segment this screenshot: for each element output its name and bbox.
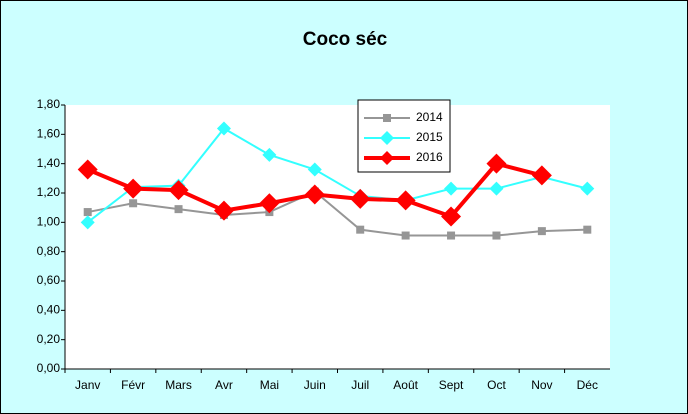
data-point [307, 162, 322, 177]
x-tick-label: Nov [531, 378, 552, 392]
data-point [168, 180, 189, 201]
data-point [123, 178, 144, 199]
data-point [444, 181, 459, 196]
x-tick-label: Juin [304, 378, 326, 392]
legend-label: 2015 [416, 130, 443, 144]
data-point [531, 165, 552, 186]
y-tick-label: 1,20 [37, 185, 61, 199]
series-line [87, 127, 588, 224]
legend-marker [380, 151, 394, 165]
series-line [87, 190, 588, 237]
data-point [216, 121, 231, 136]
data-point [447, 231, 456, 240]
data-point [350, 188, 371, 209]
data-point [489, 181, 504, 196]
legend-label: 2014 [416, 110, 443, 124]
x-tick-label: Sept [439, 378, 464, 392]
y-tick-label: 0,40 [37, 303, 61, 317]
data-point [441, 206, 462, 227]
y-tick-label: 1,40 [37, 156, 61, 170]
y-tick-label: 0,20 [37, 332, 61, 346]
legend-marker [380, 131, 394, 145]
y-tick-label: 0,60 [37, 273, 61, 287]
y-tick-label: 0,00 [37, 361, 61, 375]
data-point [486, 153, 507, 174]
data-point [492, 231, 501, 240]
data-point [129, 199, 138, 208]
chart-title: Coco séc [303, 29, 388, 50]
x-tick-label: Déc [577, 378, 598, 392]
x-tick-label: Oct [487, 378, 506, 392]
plot-area [65, 105, 610, 369]
data-point [580, 181, 595, 196]
data-point [174, 205, 183, 214]
x-tick-label: Mai [260, 378, 279, 392]
data-point [304, 184, 325, 205]
data-point [80, 215, 95, 230]
y-tick-label: 1,80 [37, 97, 61, 111]
legend-marker [383, 114, 391, 122]
y-tick-label: 0,80 [37, 244, 61, 258]
x-tick-label: Mars [165, 378, 192, 392]
y-tick-label: 1,00 [37, 215, 61, 229]
x-tick-label: Janv [75, 378, 100, 392]
data-point [259, 193, 280, 214]
data-point [356, 225, 365, 234]
data-point [395, 190, 416, 211]
x-tick-label: Juil [351, 378, 369, 392]
data-point [537, 227, 546, 236]
data-point [401, 231, 410, 240]
x-tick-label: Août [393, 378, 418, 392]
legend-label: 2016 [416, 150, 443, 164]
x-tick-label: Avr [215, 378, 233, 392]
x-tick-label: Févr [121, 378, 145, 392]
data-point [83, 208, 92, 217]
data-point [583, 225, 592, 234]
data-point [77, 159, 98, 180]
y-tick-label: 1,60 [37, 127, 61, 141]
data-point [262, 147, 277, 162]
data-point [213, 200, 234, 221]
